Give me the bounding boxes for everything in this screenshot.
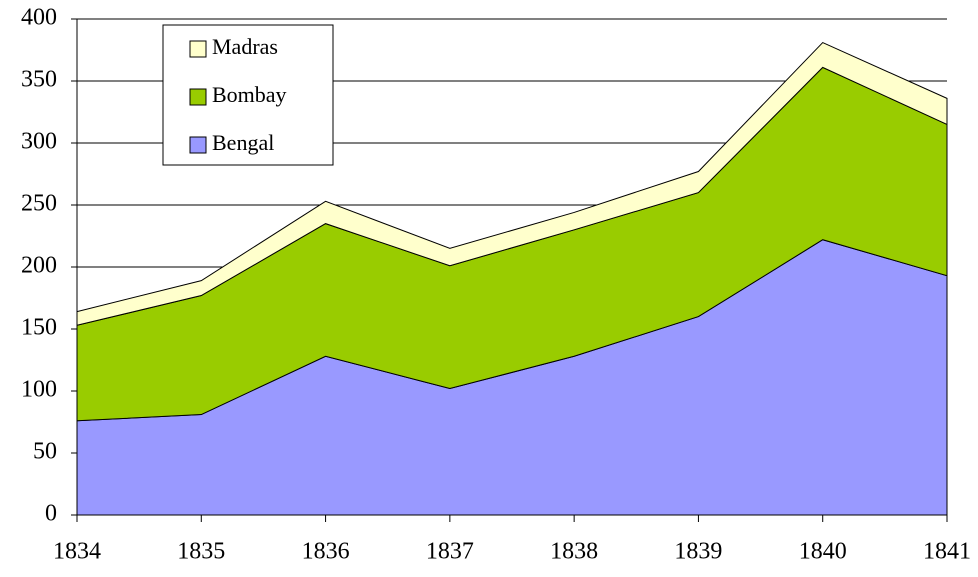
x-tick-label: 1834 [53,539,101,565]
legend-label: Madras [212,34,278,59]
y-tick-label: 350 [21,67,57,93]
y-tick-label: 250 [21,191,57,217]
legend-label: Bombay [212,82,287,107]
legend-label: Bengal [212,130,274,155]
y-tick-label: 0 [45,501,57,527]
y-tick-label: 300 [21,129,57,155]
y-tick-label: 50 [33,439,57,465]
x-tick-label: 1841 [923,539,971,565]
y-tick-label: 400 [21,5,57,31]
x-tick-label: 1835 [177,539,225,565]
legend-swatch [189,40,207,58]
x-tick-label: 1838 [550,539,598,565]
legend: Bengal Bombay Madras [162,24,334,166]
y-tick-label: 150 [21,315,57,341]
legend-swatch [189,88,207,106]
x-tick-label: 1836 [302,539,350,565]
x-tick-label: 1837 [426,539,474,565]
y-tick-label: 100 [21,377,57,403]
x-tick-label: 1840 [799,539,847,565]
area [76,41,948,326]
legend-swatch [189,136,207,154]
x-tick-label: 1839 [674,539,722,565]
y-tick-label: 200 [21,253,57,279]
